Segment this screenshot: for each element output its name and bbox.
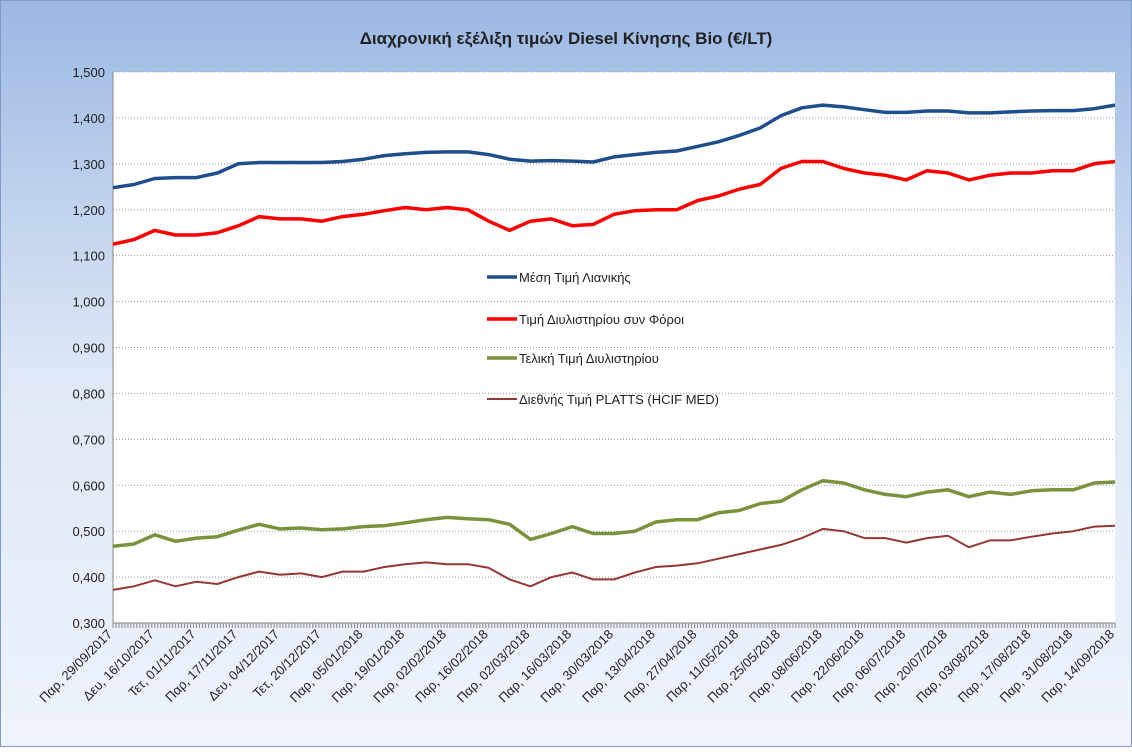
legend-label: Διεθνής Τιμή PLATTS (HCIF MED): [519, 392, 719, 407]
y-tick-label: 0,800: [72, 386, 105, 401]
series-line: [112, 159, 1116, 246]
y-tick-label: 0,400: [72, 570, 105, 585]
y-tick-label: 0,900: [72, 341, 105, 356]
legend-label: Τιμή Διυλιστηρίου συν Φόροι: [519, 312, 684, 327]
series-line: [112, 103, 1116, 190]
chart-title: Διαχρονική εξέλιξη τιμών Diesel Κίνησης …: [360, 29, 773, 48]
y-tick-label: 0,300: [72, 616, 105, 631]
legend-label: Μέση Τιμή Λιανικής: [519, 270, 631, 285]
y-tick-label: 1,000: [72, 295, 105, 310]
y-tick-label: 0,700: [72, 432, 105, 447]
y-tick-label: 1,400: [72, 111, 105, 126]
y-tick-label: 0,500: [72, 524, 105, 539]
y-tick-label: 1,300: [72, 157, 105, 172]
series-line: [112, 524, 1116, 591]
y-tick-label: 1,200: [72, 203, 105, 218]
y-tick-label: 1,500: [72, 65, 105, 80]
y-tick-label: 0,600: [72, 478, 105, 493]
y-tick-label: 1,100: [72, 249, 105, 264]
legend-label: Τελική Τιμή Διυλιστηρίου: [519, 351, 659, 366]
series-line: [112, 478, 1116, 549]
